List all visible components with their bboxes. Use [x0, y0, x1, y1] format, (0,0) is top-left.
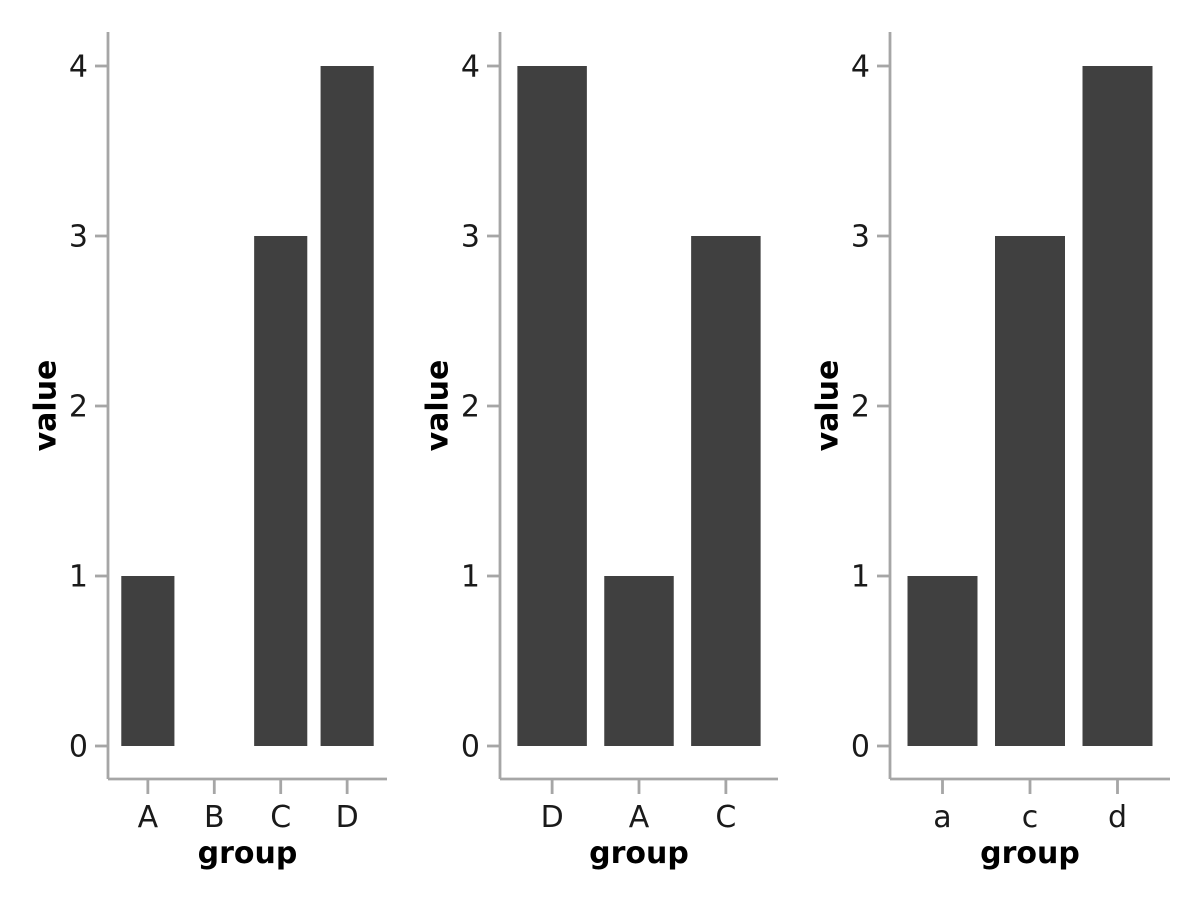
y-axis-title: value: [811, 360, 846, 452]
y-tick-label: 2: [69, 390, 88, 425]
y-tick-label: 3: [851, 220, 870, 255]
y-tick-label: 1: [69, 560, 88, 595]
x-tick-label: A: [629, 800, 650, 835]
x-tick-label: C: [715, 800, 736, 835]
x-tick-label: C: [270, 800, 291, 835]
y-tick-label: 0: [461, 730, 480, 765]
bar-D: [320, 66, 374, 746]
bar-A: [604, 576, 674, 746]
y-tick-label: 2: [461, 390, 480, 425]
y-tick-label: 1: [461, 560, 480, 595]
x-tick-label: D: [336, 800, 359, 835]
x-axis-title: group: [198, 836, 298, 871]
bar-C: [254, 236, 308, 746]
y-tick-label: 0: [851, 730, 870, 765]
y-tick-label: 3: [461, 220, 480, 255]
y-tick-label: 4: [461, 50, 480, 85]
bar-A: [121, 576, 175, 746]
bar-d: [1082, 66, 1153, 746]
bar-C: [691, 236, 761, 746]
x-tick-label: A: [138, 800, 159, 835]
x-axis-title: group: [589, 836, 689, 871]
y-tick-label: 0: [69, 730, 88, 765]
bar-c: [995, 236, 1065, 746]
x-tick-label: d: [1108, 800, 1127, 835]
x-axis-title: group: [980, 836, 1080, 871]
y-tick-label: 2: [851, 390, 870, 425]
y-tick-label: 4: [69, 50, 88, 85]
x-tick-label: D: [541, 800, 564, 835]
y-tick-label: 3: [69, 220, 88, 255]
y-axis-title: value: [29, 360, 64, 452]
bar-D: [517, 66, 587, 746]
y-axis-title: value: [421, 360, 456, 452]
y-tick-label: 4: [851, 50, 870, 85]
x-tick-label: a: [933, 800, 951, 835]
x-tick-label: c: [1022, 800, 1039, 835]
x-tick-label: B: [204, 800, 225, 835]
bar-a: [907, 576, 978, 746]
y-tick-label: 1: [851, 560, 870, 595]
